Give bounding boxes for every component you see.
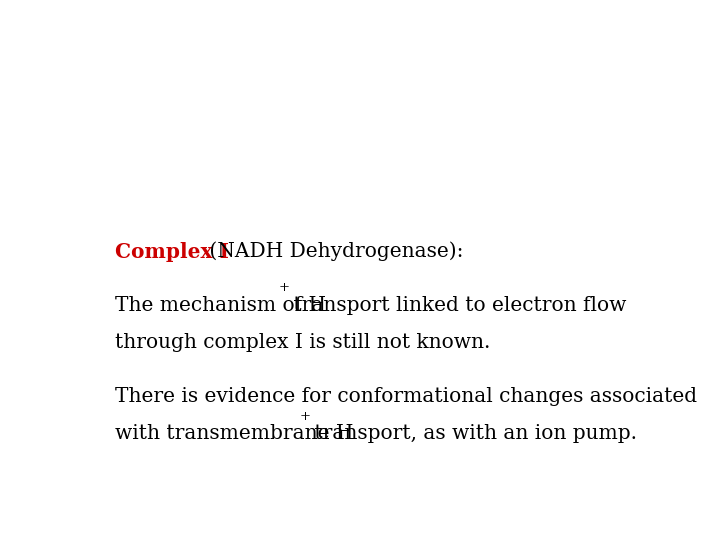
Text: through complex I is still not known.: through complex I is still not known.	[115, 333, 490, 352]
Text: The mechanism of H: The mechanism of H	[115, 295, 326, 315]
Text: transport, as with an ion pump.: transport, as with an ion pump.	[308, 424, 637, 443]
Text: There is evidence for conformational changes associated: There is evidence for conformational cha…	[115, 387, 697, 406]
Text: with transmembrane H: with transmembrane H	[115, 424, 354, 443]
Text: +: +	[300, 410, 311, 423]
Text: (NADH Dehydrogenase):: (NADH Dehydrogenase):	[203, 241, 464, 261]
Text: Complex I: Complex I	[115, 241, 229, 261]
Text: transport linked to electron flow: transport linked to electron flow	[287, 295, 626, 315]
Text: +: +	[279, 281, 289, 294]
